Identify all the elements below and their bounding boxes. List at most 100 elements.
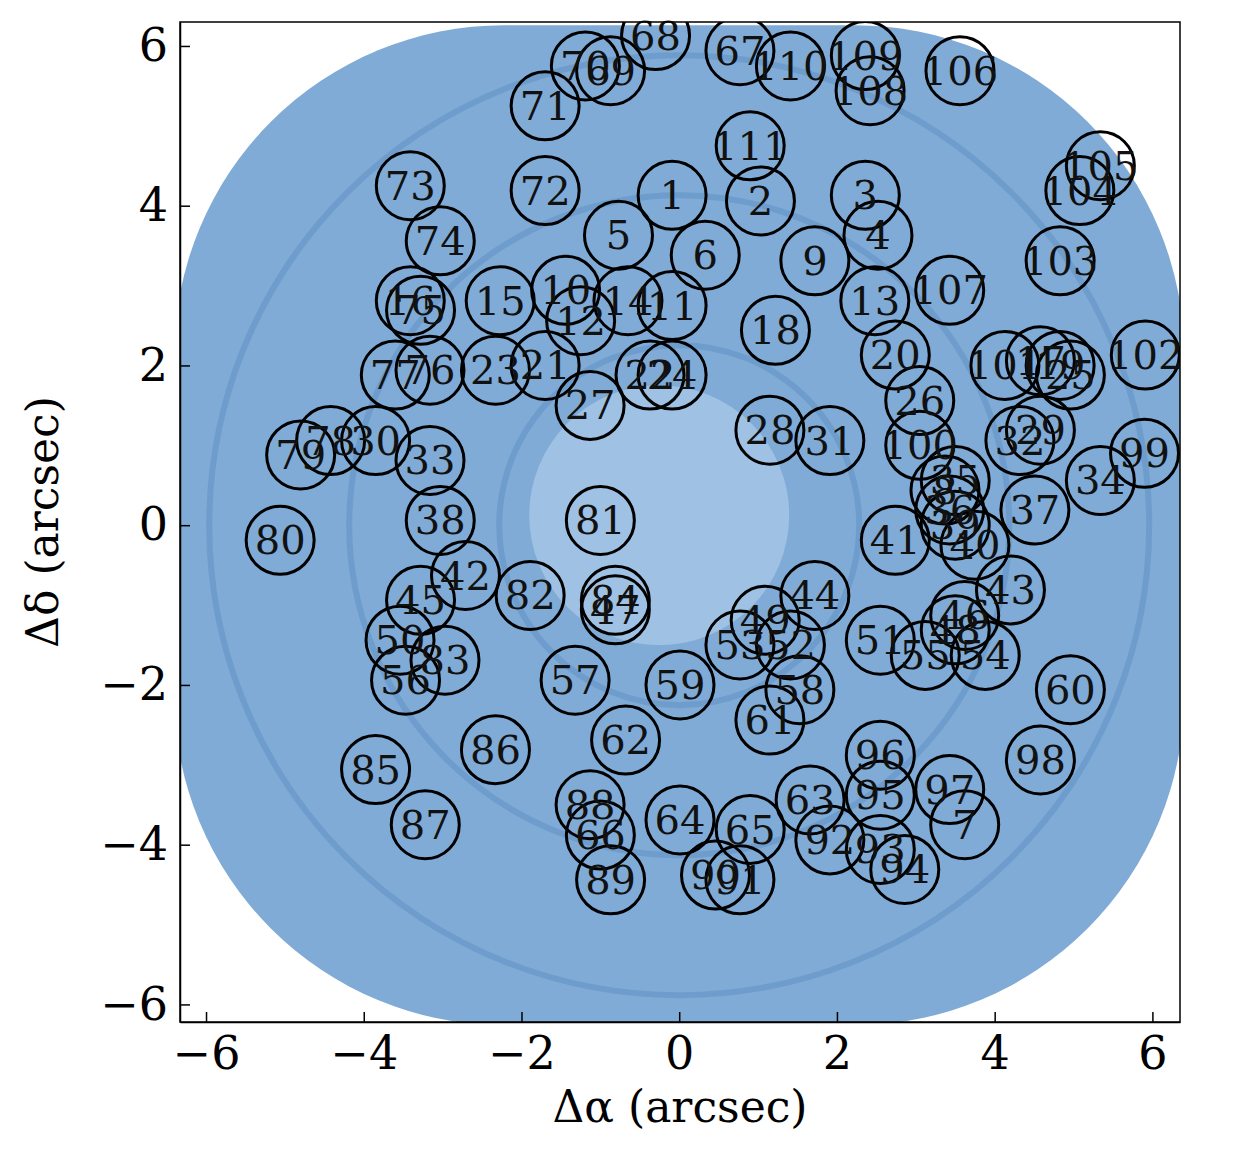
tick-mark — [206, 1012, 208, 1022]
tick-mark — [837, 1012, 839, 1022]
axis-line — [181, 1022, 1181, 1024]
source-label: 24 — [647, 352, 698, 398]
source-circle — [861, 506, 929, 574]
source-circle — [1001, 476, 1069, 544]
chart: 1234567891011121314151617181920212223242… — [0, 0, 1235, 1150]
image-background — [180, 22, 1180, 1022]
source-label: 23 — [470, 347, 521, 393]
tick-label: −6 — [100, 977, 168, 1031]
tick-mark — [180, 1004, 190, 1006]
source-label: 41 — [870, 517, 921, 563]
source-circle — [267, 421, 335, 489]
source-label: 43 — [985, 567, 1036, 613]
source-circle — [584, 201, 652, 269]
source-circle — [592, 706, 660, 774]
source-circle — [706, 611, 774, 679]
source-circle — [736, 686, 804, 754]
source-label: 107 — [912, 267, 988, 313]
tick: 0 — [665, 1012, 694, 1080]
source-label: 4 — [865, 212, 890, 258]
source-circle — [1006, 726, 1074, 794]
source-circle — [361, 341, 429, 409]
tick: 0 — [139, 497, 190, 551]
x-axis: −6−4−20246 — [173, 1012, 1181, 1080]
source-label: 103 — [1022, 238, 1098, 284]
source-label: 85 — [350, 747, 401, 793]
tick: −6 — [173, 1012, 241, 1080]
source-circle — [638, 341, 706, 409]
source-label: 81 — [575, 497, 626, 543]
source-label: 59 — [655, 662, 706, 708]
tick-mark — [994, 1012, 996, 1022]
source-label: 100 — [882, 422, 958, 468]
tick-mark — [364, 1012, 366, 1022]
source-circle — [461, 716, 529, 784]
source-label: 51 — [855, 617, 906, 663]
tick: −2 — [100, 657, 190, 711]
source-circle — [1036, 656, 1104, 724]
source-label: 92 — [804, 817, 855, 863]
tick-label: 6 — [139, 18, 168, 72]
tick-mark — [180, 685, 190, 687]
source-label: 42 — [440, 553, 491, 599]
source-label: 77 — [370, 352, 421, 398]
source-circle — [706, 846, 774, 914]
source-label: 110 — [752, 43, 828, 89]
source-label: 98 — [1015, 737, 1066, 783]
source-label: 99 — [1119, 430, 1170, 476]
tick-mark — [1152, 1012, 1154, 1022]
source-label: 11 — [647, 283, 698, 329]
source-label: 64 — [655, 797, 706, 843]
source-circle — [396, 426, 464, 494]
x-axis-title: Δα (arcsec) — [553, 1081, 808, 1132]
tick-label: 2 — [823, 1026, 852, 1080]
source-label: 88 — [565, 782, 616, 828]
source-circle — [986, 407, 1054, 475]
tick: 6 — [139, 18, 190, 72]
source-label: 62 — [600, 717, 651, 763]
ring — [349, 195, 1009, 855]
source-label: 5 — [606, 212, 631, 258]
source-label: 111 — [712, 123, 788, 169]
source-label: 60 — [1045, 667, 1096, 713]
source-label: 106 — [922, 48, 998, 94]
source-circle — [406, 486, 474, 554]
source-label: 32 — [994, 418, 1045, 464]
source-label: 86 — [470, 727, 521, 773]
source-circle — [736, 396, 804, 464]
source-circle — [796, 407, 864, 475]
tick: −2 — [488, 1012, 556, 1080]
source-label: 55 — [900, 632, 951, 678]
source-label: 109 — [827, 33, 903, 79]
source-label: 12 — [555, 298, 606, 344]
source-label: 44 — [789, 572, 840, 618]
source-circle — [796, 806, 864, 874]
source-label: 105 — [1062, 143, 1138, 189]
sources — [246, 22, 1179, 914]
source-circle — [511, 72, 579, 140]
source-label: 82 — [505, 572, 556, 618]
source-circle — [951, 621, 1019, 689]
source-circle — [391, 791, 459, 859]
source-circle — [511, 157, 579, 225]
source-label: 101 — [967, 342, 1043, 388]
source-label: 57 — [550, 657, 601, 703]
source-label: 97 — [924, 767, 975, 813]
source-circle — [841, 267, 909, 335]
source-label: 72 — [520, 168, 571, 214]
source-label: 21 — [520, 342, 571, 388]
tick-mark — [180, 205, 190, 207]
source-label: 75 — [395, 287, 446, 333]
tick-mark — [521, 1012, 523, 1022]
source-label: 79 — [275, 432, 326, 478]
tick-label: 4 — [139, 178, 168, 232]
tick-label: 0 — [139, 497, 168, 551]
source-circle — [577, 846, 645, 914]
tick: −4 — [330, 1012, 398, 1080]
source-label: 31 — [804, 418, 855, 464]
tick-label: 4 — [981, 1026, 1010, 1080]
source-circle — [1036, 341, 1104, 409]
source-circle — [541, 646, 609, 714]
source-label: 33 — [405, 437, 456, 483]
tick: 2 — [139, 338, 190, 392]
